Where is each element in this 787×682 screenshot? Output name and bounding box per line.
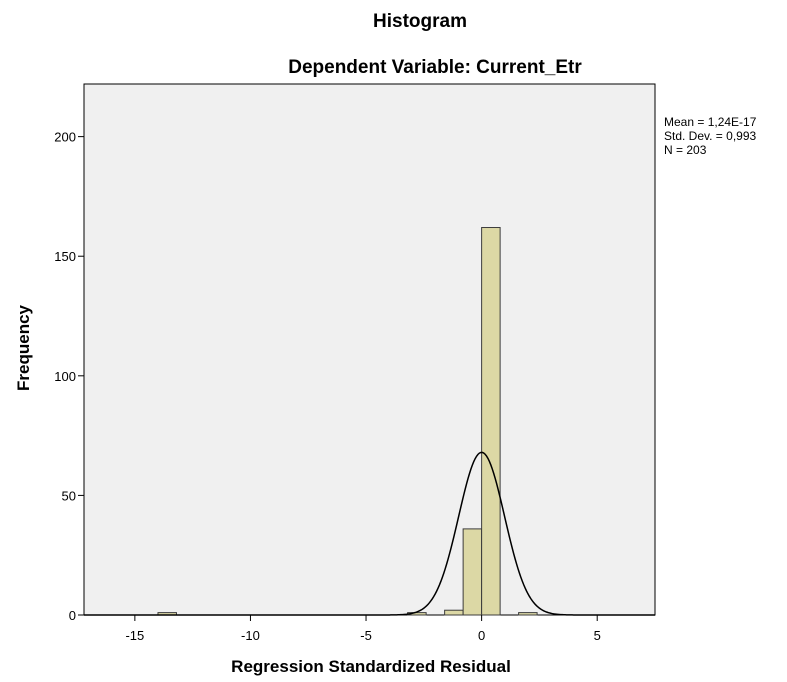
y-tick-label: 150	[54, 249, 76, 264]
stats-mean: Mean = 1,24E-17	[664, 115, 757, 129]
x-tick-label: -15	[125, 628, 144, 643]
normal-curve	[84, 451, 655, 616]
y-tick-label: 200	[54, 130, 76, 145]
x-axis-title: Regression Standardized Residual	[231, 657, 511, 676]
x-tick-label: 5	[594, 628, 601, 643]
stats-std-dev: Std. Dev. = 0,993	[664, 129, 756, 143]
stats-n: N = 203	[664, 143, 707, 157]
histogram-bar-2	[444, 609, 464, 616]
chart-title: Histogram	[373, 11, 467, 32]
x-tick-label: -5	[360, 628, 372, 643]
x-tick-label: 0	[478, 628, 485, 643]
histogram-bar-3	[462, 528, 483, 616]
y-tick-label: 50	[62, 488, 76, 503]
normal-curve-group	[84, 451, 655, 616]
y-tick-label: 0	[69, 608, 76, 623]
y-axis-ticks: 0 50 100 150 200	[54, 130, 84, 623]
histogram-bar-5	[518, 612, 538, 616]
chart-subtitle: Dependent Variable: Current_Etr	[288, 57, 582, 78]
histogram-bar-4	[481, 227, 501, 616]
y-tick-label: 100	[54, 369, 76, 384]
y-axis-title: Frequency	[14, 304, 33, 391]
x-tick-label: -10	[241, 628, 260, 643]
histogram-bars	[157, 227, 538, 616]
plot-area	[83, 83, 656, 616]
x-axis-ticks: -15 -10 -5 0 5	[125, 615, 601, 643]
